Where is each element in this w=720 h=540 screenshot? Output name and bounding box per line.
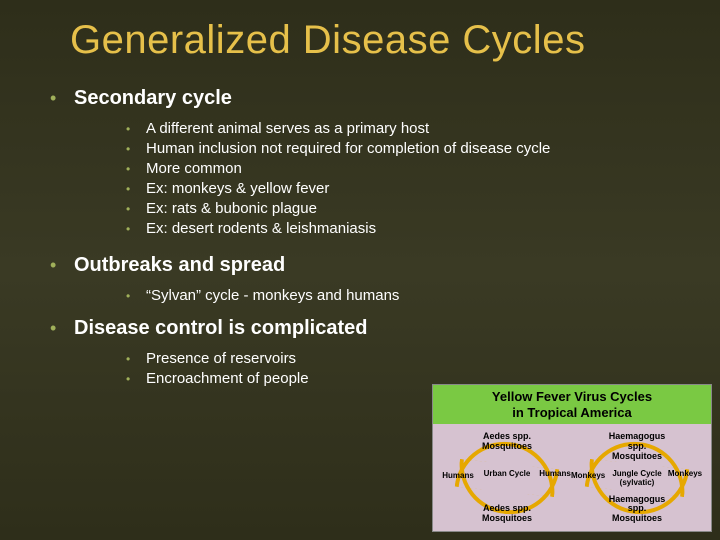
list-item: •“Sylvan” cycle - monkeys and humans: [126, 287, 720, 304]
list-item: •Human inclusion not required for comple…: [126, 140, 720, 157]
section-heading: • Secondary cycle: [50, 87, 720, 110]
bullet-icon: •: [50, 255, 74, 276]
bullet-icon: •: [50, 318, 74, 339]
cycle-label: Haemagogus spp. Mosquitoes: [607, 432, 667, 462]
slide-title: Generalized Disease Cycles: [0, 0, 720, 63]
cycle-label: Haemagogus spp. Mosquitoes: [602, 495, 672, 525]
cycle-label: Monkeys: [663, 470, 707, 479]
cycle-center-label: Urban Cycle: [477, 470, 537, 479]
diagram-title: Yellow Fever Virus Cycles in Tropical Am…: [433, 385, 711, 424]
section-heading-text: Outbreaks and spread: [74, 254, 285, 277]
list-item: •Presence of reservoirs: [126, 350, 720, 367]
bullet-icon: •: [126, 182, 146, 196]
bullet-icon: •: [126, 162, 146, 176]
item-text: Presence of reservoirs: [146, 350, 296, 367]
section-heading: • Outbreaks and spread: [50, 254, 720, 277]
bullet-icon: •: [126, 142, 146, 156]
bullet-icon: •: [126, 372, 146, 386]
cycle-label: Aedes spp. Mosquitoes: [477, 432, 537, 452]
cycle-center-label: Jungle Cycle (sylvatic): [607, 470, 667, 488]
item-text: Ex: monkeys & yellow fever: [146, 180, 329, 197]
list-item: •Ex: monkeys & yellow fever: [126, 180, 720, 197]
cycle-label: Humans: [441, 472, 475, 481]
section-heading-text: Secondary cycle: [74, 87, 232, 110]
item-text: “Sylvan” cycle - monkeys and humans: [146, 287, 399, 304]
list-item: •A different animal serves as a primary …: [126, 120, 720, 137]
cycle-label: Monkeys: [571, 472, 605, 481]
item-text: A different animal serves as a primary h…: [146, 120, 429, 137]
jungle-cycle: Haemagogus spp. Mosquitoes Haemagogus sp…: [577, 436, 697, 518]
item-text: More common: [146, 160, 242, 177]
list-item: •More common: [126, 160, 720, 177]
bullet-icon: •: [126, 352, 146, 366]
item-text: Ex: rats & bubonic plague: [146, 200, 317, 217]
item-text: Encroachment of people: [146, 370, 309, 387]
bullet-icon: •: [126, 289, 146, 303]
diagram-title-line2: in Tropical America: [512, 405, 631, 420]
list-item: •Ex: desert rodents & leishmaniasis: [126, 220, 720, 237]
cycle-label: Aedes spp. Mosquitoes: [472, 504, 542, 524]
urban-cycle: Aedes spp. Mosquitoes Aedes spp. Mosquit…: [447, 436, 567, 518]
bullet-icon: •: [126, 122, 146, 136]
item-text: Ex: desert rodents & leishmaniasis: [146, 220, 376, 237]
section-heading: • Disease control is complicated: [50, 317, 720, 340]
slide-content: • Secondary cycle •A different animal se…: [0, 63, 720, 404]
diagram-body: Aedes spp. Mosquitoes Aedes spp. Mosquit…: [433, 424, 711, 534]
section-heading-text: Disease control is complicated: [74, 317, 367, 340]
bullet-icon: •: [50, 88, 74, 109]
sub-list: •A different animal serves as a primary …: [50, 116, 720, 254]
yellow-fever-diagram: Yellow Fever Virus Cycles in Tropical Am…: [432, 384, 712, 532]
diagram-title-line1: Yellow Fever Virus Cycles: [492, 389, 652, 404]
bullet-icon: •: [126, 222, 146, 236]
bullet-icon: •: [126, 202, 146, 216]
sub-list: •“Sylvan” cycle - monkeys and humans: [50, 283, 720, 317]
list-item: •Ex: rats & bubonic plague: [126, 200, 720, 217]
item-text: Human inclusion not required for complet…: [146, 140, 550, 157]
